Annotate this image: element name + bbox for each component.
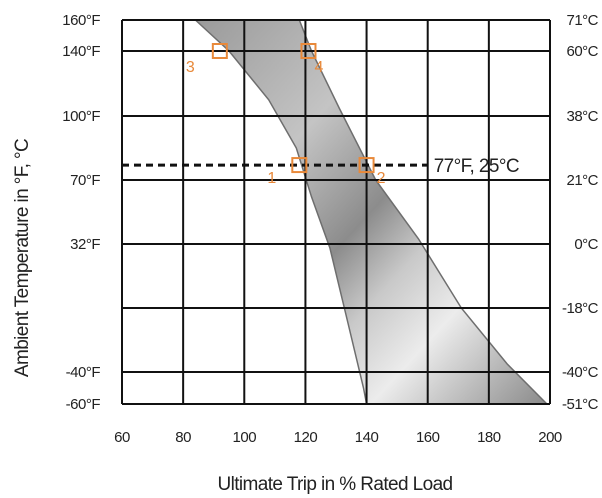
marker-label-4: 4	[314, 59, 323, 76]
x-tick-label: 80	[175, 429, 191, 446]
x-tick-label: 140	[355, 429, 379, 446]
trip-band	[193, 19, 549, 405]
marker-label-1: 1	[267, 170, 276, 187]
y-tick-label-right: 60°C	[566, 43, 598, 60]
x-axis-title: Ultimate Trip in % Rated Load	[218, 474, 453, 495]
y-tick-label-left: 160°F	[62, 12, 100, 29]
y-tick-label-right: 71°C	[566, 12, 598, 29]
x-tick-label: 60	[114, 429, 130, 446]
y-tick-label-right: 0°C	[574, 236, 598, 253]
marker-layer: 1 2 3 4	[186, 43, 386, 187]
y-tick-label-right: 38°C	[566, 108, 598, 125]
marker-3	[211, 43, 228, 59]
y-tick-label-right: 21°C	[566, 172, 598, 189]
y-axis-title: Ambient Temperature in °F, °C	[12, 139, 33, 377]
tick-label-layer: 60 80 100 120 140 160 180 200 160°F 140°F 100°F 70°…	[62, 12, 599, 446]
x-tick-label: 180	[477, 429, 501, 446]
x-tick-label: 200	[538, 429, 562, 446]
y-tick-label-left: -40°F	[66, 364, 101, 381]
trip-band-layer	[193, 19, 549, 405]
y-tick-label-left: 100°F	[62, 108, 100, 125]
x-tick-label: 120	[294, 429, 318, 446]
reference-layer: 77°F, 25°C	[122, 156, 520, 177]
marker-4	[300, 43, 317, 59]
marker-2	[358, 157, 375, 174]
reference-line-label: 77°F, 25°C	[434, 156, 519, 177]
grid-layer	[121, 19, 551, 405]
y-tick-label-left: -60°F	[66, 396, 101, 413]
y-tick-label-right: -18°C	[562, 300, 599, 317]
y-tick-label-left: 32°F	[70, 236, 100, 253]
marker-label-3: 3	[186, 59, 195, 76]
y-tick-label-left: 70°F	[70, 172, 100, 189]
y-tick-label-right: -51°C	[562, 396, 599, 413]
marker-1	[291, 157, 308, 174]
y-tick-label-right: -40°C	[562, 364, 599, 381]
marker-label-2: 2	[377, 170, 386, 187]
x-tick-label: 100	[233, 429, 257, 446]
y-tick-label-left: 140°F	[62, 43, 100, 60]
x-tick-label: 160	[416, 429, 440, 446]
